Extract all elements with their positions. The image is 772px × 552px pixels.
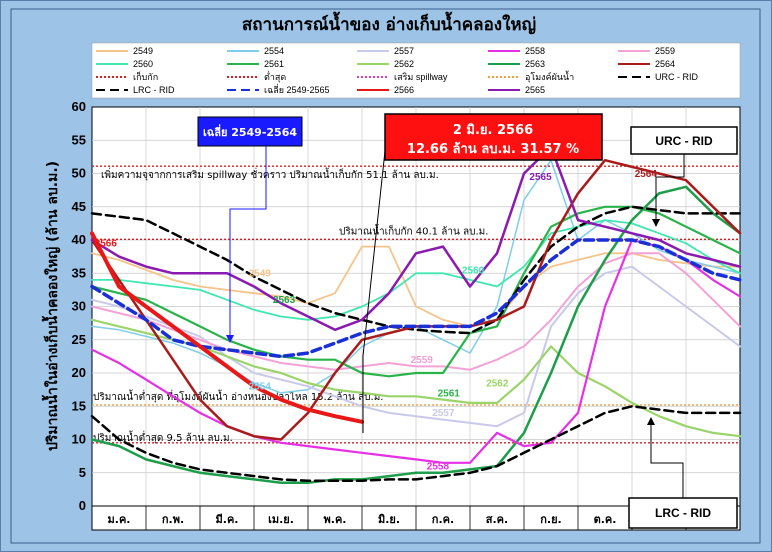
- series-line: [90, 145, 742, 332]
- month-label: ม.ค.: [108, 513, 131, 526]
- month-label: ส.ค.: [486, 513, 508, 526]
- legend-label: 2564: [655, 59, 675, 69]
- legend-label: เสริม spillway: [394, 72, 448, 82]
- series-lines: [90, 145, 742, 484]
- chart-area-border: [10, 8, 761, 544]
- series-labels: 2549 2563 2554 2566 2559 2561 2562 2557 2558 2560…: [95, 169, 658, 473]
- legend-label: 2561: [264, 59, 284, 69]
- legend-label: 2562: [394, 59, 414, 69]
- legend-label: ต่ำสุด: [264, 70, 286, 83]
- y-tick-label: 40: [72, 232, 86, 247]
- series-label: 2554: [249, 382, 272, 393]
- y-tick-label: 45: [72, 199, 86, 214]
- series-line: [91, 219, 741, 321]
- month-label: ก.ค.: [432, 513, 454, 526]
- series-label: 2557: [432, 408, 455, 419]
- urc-callout-text: URC - RID: [655, 134, 713, 148]
- series-label: 2565: [529, 172, 552, 183]
- series-line: [91, 265, 741, 428]
- y-tick-label: 10: [72, 432, 86, 447]
- legend-label: เฉลี่ย 2549-2565: [264, 83, 330, 95]
- series-line: [91, 252, 741, 371]
- avg-callout-text: เฉลี่ย 2549-2564: [203, 124, 297, 139]
- legend-label: 2559: [655, 46, 675, 56]
- month-label: มิ.ย.: [378, 513, 400, 526]
- month-label: พ.ค.: [324, 513, 347, 526]
- avg-callout: เฉลี่ย 2549-2564: [197, 116, 303, 343]
- legend-label: 2554: [264, 46, 284, 56]
- series-label: 2559: [411, 355, 434, 366]
- chart-title: สถานการณ์น้ำของ อ่างเก็บน้ำคลองใหญ่: [242, 11, 536, 35]
- legend-label: 2563: [525, 59, 545, 69]
- series-label: 2563: [273, 295, 296, 306]
- series-label: 2558: [427, 461, 450, 472]
- month-label: มี.ค.: [216, 513, 239, 526]
- series-label: 2562: [486, 378, 509, 389]
- reference-lines: ปริมาณน้ำเก็บกัก 40.1 ล้าน ลบ.ม. เพิ่มควา…: [92, 165, 740, 444]
- series-label: 2566: [95, 239, 118, 250]
- series-label: 2561: [438, 388, 461, 399]
- legend-label: 2560: [133, 59, 153, 69]
- y-tick-label: 30: [72, 299, 86, 314]
- legend-box: [91, 42, 741, 99]
- legend-label: 2557: [394, 46, 414, 56]
- month-label: ต.ค.: [594, 513, 617, 526]
- month-label: ก.พ.: [162, 513, 184, 526]
- y-tick-label: 50: [72, 166, 86, 181]
- current-date-text: 2 มิ.ย. 2566: [453, 123, 533, 138]
- legend-label: เก็บกัก: [133, 70, 158, 82]
- series-line: [90, 185, 742, 484]
- series-label: 2560: [462, 265, 485, 276]
- y-tick-label: 55: [72, 132, 86, 147]
- y-tick-label: 60: [72, 99, 86, 114]
- reference-line-label: ปริมาณน้ำต่ำสุด 9.5 ล้าน ลบ.ม.: [93, 430, 233, 444]
- current-callout: 2 มิ.ย. 2566 12.66 ล้าน ลบ.ม. 31.57 %: [362, 113, 603, 433]
- y-tick-label: 5: [79, 465, 86, 480]
- legend: 2549 2554 2557 2558 2559 2560 2561 2562 2563 2564…: [96, 46, 698, 95]
- legend-label: 2565: [525, 85, 545, 95]
- legend-label: 2558: [525, 46, 545, 56]
- month-label: เม.ย.: [268, 513, 294, 526]
- y-tick-label: 25: [72, 332, 86, 347]
- legend-label: อุโมงค์ผันน้ำ: [525, 70, 574, 83]
- lrc-callout-text: LRC - RID: [655, 506, 711, 520]
- reference-line-label: เพิ่มความจุจากการเสริม spillway ชั่วคราว…: [101, 167, 439, 181]
- urc-callout: URC - RID: [630, 126, 738, 227]
- y-tick-label: 15: [72, 398, 86, 413]
- y-axis-label: ปริมาณน้ำในอ่างเก็บน้ำคลองใหญ่ (ล้าน ลบ.…: [41, 161, 61, 451]
- current-value-text: 12.66 ล้าน ลบ.ม. 31.57 %: [407, 141, 579, 157]
- legend-label: 2566: [394, 85, 414, 95]
- legend-label: LRC - RID: [133, 85, 175, 95]
- series-line: [90, 205, 742, 335]
- month-label: ก.ย.: [540, 513, 561, 526]
- series-label: 2549: [249, 269, 272, 280]
- series-line: [90, 231, 364, 424]
- y-tick-label: 20: [72, 365, 86, 380]
- lrc-callout: LRC - RID: [628, 417, 738, 529]
- y-tick-label: 0: [79, 498, 86, 513]
- reference-line-label: ปริมาณน้ำเก็บกัก 40.1 ล้าน ลบ.ม.: [339, 223, 488, 237]
- legend-label: 2549: [133, 46, 153, 56]
- series-line: [90, 405, 742, 482]
- legend-label: URC - RID: [655, 72, 698, 82]
- series-label: 2564: [635, 169, 658, 180]
- y-tick-label: 35: [72, 265, 86, 280]
